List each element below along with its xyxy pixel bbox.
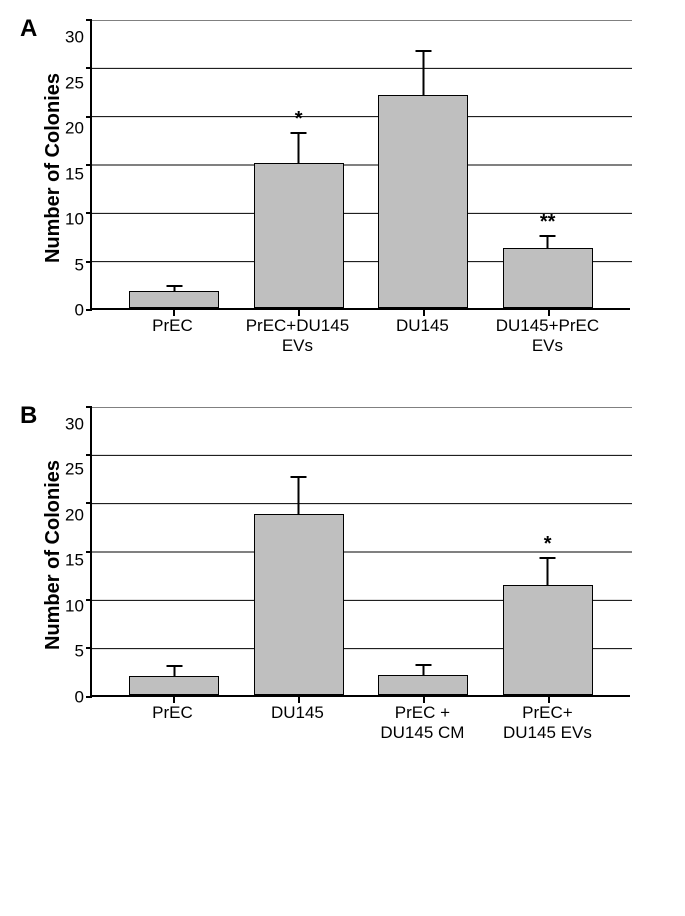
bar bbox=[503, 248, 593, 308]
ytick: 10 bbox=[65, 211, 84, 228]
xtick bbox=[173, 310, 175, 316]
category-label: PrEC bbox=[110, 703, 235, 744]
panel-a-label: A bbox=[20, 15, 37, 43]
bar-slot bbox=[361, 675, 486, 694]
bar-slot bbox=[112, 291, 237, 308]
bar-slot: * bbox=[485, 585, 610, 695]
panel-a-bars: *** bbox=[92, 20, 630, 308]
panel-a: A Number of Colonies 302520151050 *** Pr… bbox=[10, 20, 675, 357]
xtick bbox=[423, 310, 425, 316]
ytick: 20 bbox=[65, 120, 84, 137]
xtick bbox=[298, 310, 300, 316]
significance-marker: ** bbox=[540, 211, 556, 234]
panel-a-plot: *** bbox=[90, 20, 630, 310]
ytick: 30 bbox=[65, 29, 84, 46]
panel-b-label: B bbox=[20, 402, 37, 430]
panel-a-ylabel: Number of Colonies bbox=[40, 73, 65, 263]
category-label: DU145 bbox=[235, 703, 360, 744]
xtick bbox=[298, 697, 300, 703]
category-label: PrEC+DU145 EVs bbox=[235, 316, 360, 357]
ytick: 0 bbox=[74, 302, 83, 319]
category-label: PrEC bbox=[110, 316, 235, 357]
bar bbox=[503, 585, 593, 695]
panel-b-bars: * bbox=[92, 407, 630, 695]
bar bbox=[378, 675, 468, 694]
xtick bbox=[423, 697, 425, 703]
category-label: PrEC+ DU145 EVs bbox=[485, 703, 610, 744]
bar bbox=[378, 95, 468, 308]
ytick: 15 bbox=[65, 165, 84, 182]
category-label: DU145 bbox=[360, 316, 485, 357]
ytick: 5 bbox=[74, 643, 83, 660]
panel-b-chart: Number of Colonies 30 25 20 15 10 5 0 * PrECDU… bbox=[40, 407, 675, 744]
bar-slot: * bbox=[236, 163, 361, 308]
ytick: 30 bbox=[65, 415, 84, 432]
panel-b-xlabels: PrECDU145PrEC + DU145 CMPrEC+ DU145 EVs bbox=[90, 703, 630, 744]
bar-slot bbox=[236, 514, 361, 695]
bar-slot bbox=[361, 95, 486, 308]
xtick bbox=[548, 310, 550, 316]
panel-b-ylabel: Number of Colonies bbox=[40, 460, 65, 650]
ytick: 15 bbox=[65, 552, 84, 569]
ytick: 10 bbox=[65, 597, 84, 614]
ytick: 0 bbox=[74, 688, 83, 705]
bar bbox=[129, 676, 219, 694]
xtick bbox=[548, 697, 550, 703]
bar-slot: ** bbox=[485, 248, 610, 308]
panel-a-xlabels: PrECPrEC+DU145 EVsDU145DU145+PrEC EVs bbox=[90, 316, 630, 357]
category-label: DU145+PrEC EVs bbox=[485, 316, 610, 357]
bar-slot bbox=[112, 676, 237, 694]
xtick bbox=[173, 697, 175, 703]
figure: A Number of Colonies 302520151050 *** Pr… bbox=[10, 20, 675, 744]
ytick: 25 bbox=[65, 461, 84, 478]
panel-b: B Number of Colonies 302520151050 * PrEC… bbox=[10, 407, 675, 744]
panel-b-plot: * bbox=[90, 407, 630, 697]
category-label: PrEC + DU145 CM bbox=[360, 703, 485, 744]
bar bbox=[254, 514, 344, 695]
ytick: 25 bbox=[65, 74, 84, 91]
significance-marker: * bbox=[544, 533, 552, 556]
bar bbox=[129, 291, 219, 308]
significance-marker: * bbox=[295, 108, 303, 131]
bar bbox=[254, 163, 344, 308]
ytick: 5 bbox=[74, 256, 83, 273]
panel-a-chart: Number of Colonies 302520151050 *** PrEC… bbox=[40, 20, 675, 357]
ytick: 20 bbox=[65, 506, 84, 523]
